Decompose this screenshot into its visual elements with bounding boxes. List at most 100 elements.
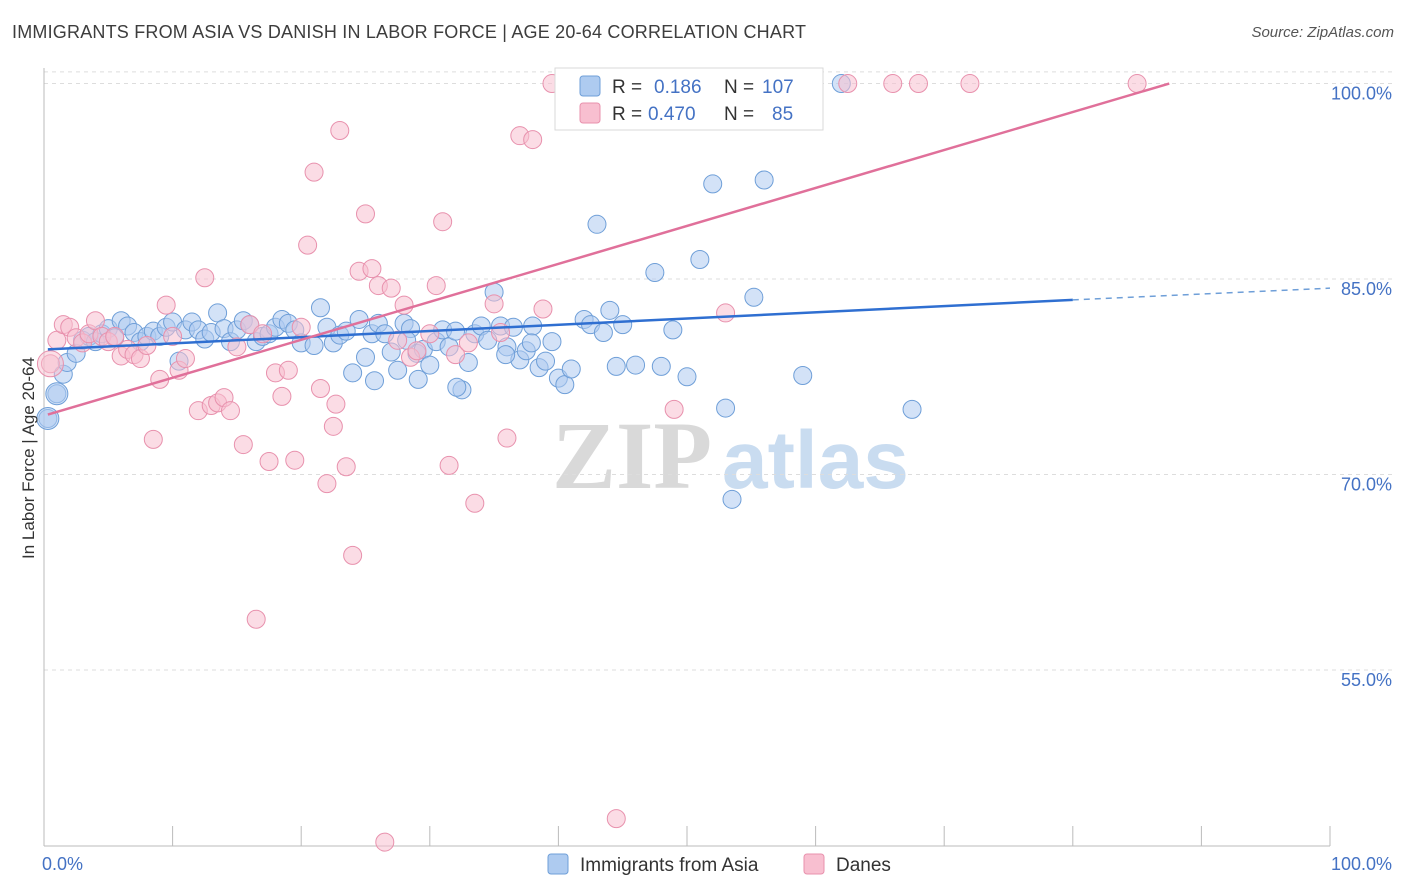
asia-point-large: [45, 382, 69, 406]
danes-point: [838, 74, 858, 94]
danes-point: [439, 455, 459, 475]
asia-point: [645, 263, 665, 283]
danes-point: [259, 452, 279, 472]
chart-title: IMMIGRANTS FROM ASIA VS DANISH IN LABOR …: [12, 22, 807, 42]
y-tick-label: 100.0%: [1331, 84, 1392, 104]
danes-point: [323, 416, 343, 436]
danes-point: [291, 317, 311, 337]
asia-point: [587, 214, 607, 234]
asia-trend-extension: [1072, 287, 1331, 301]
asia-point: [651, 356, 671, 376]
asia-point: [496, 345, 516, 365]
y-tick-label: 85.0%: [1341, 279, 1392, 299]
danes-point: [458, 333, 478, 353]
legend-r-value-danes: 0.470: [648, 104, 696, 125]
asia-point: [561, 359, 581, 379]
legend-swatch-danes: [579, 102, 601, 124]
asia-point-large: [36, 407, 60, 431]
asia-point: [613, 315, 633, 335]
gridlines: [44, 71, 1392, 671]
asia-point: [420, 355, 440, 375]
danes-point: [446, 345, 466, 365]
y-axis-label: In Labor Force | Age 20-64: [19, 357, 38, 559]
asia-trend-line: [47, 298, 1073, 351]
danes-point: [175, 349, 195, 369]
legend-n-value-asia: 107: [762, 77, 794, 98]
asia-point: [600, 300, 620, 320]
asia-point: [343, 363, 363, 383]
asia-point: [447, 377, 467, 397]
danes-point: [285, 450, 305, 470]
watermark-zip: ZIP: [552, 402, 712, 509]
danes-point: [433, 212, 453, 232]
danes-point: [220, 401, 240, 421]
danes-point: [343, 545, 363, 565]
asia-point: [365, 371, 385, 391]
danes-point: [523, 130, 543, 150]
asia-point: [536, 351, 556, 371]
danes-point: [381, 278, 401, 298]
danes-point: [606, 809, 626, 829]
danes-point: [143, 429, 163, 449]
danes-point-large: [36, 350, 64, 378]
danes-point: [310, 379, 330, 399]
bottom-legend-swatch-danes: [803, 853, 825, 875]
legend-r-label-asia: R =: [612, 77, 642, 98]
axes: 55.0% 70.0% 85.0% 100.0% 0.0% 100.0%: [42, 68, 1392, 874]
asia-point: [793, 365, 813, 385]
bottom-legend-swatch-asia: [547, 853, 569, 875]
danes-point: [908, 74, 928, 94]
asia-point: [722, 489, 742, 509]
danes-point: [246, 609, 266, 629]
x-tick-label-max: 100.0%: [1331, 854, 1392, 874]
danes-point: [356, 204, 375, 224]
asia-point: [716, 398, 736, 418]
danes-point: [960, 74, 980, 94]
y-tick-label: 55.0%: [1341, 670, 1392, 690]
series-legend: Immigrants from Asia Danes: [547, 853, 891, 876]
danes-point: [304, 162, 324, 182]
danes-point: [883, 74, 903, 94]
trend-lines: [47, 82, 1331, 416]
asia-point: [521, 333, 541, 353]
source-credit: Source: ZipAtlas.com: [1251, 24, 1394, 41]
danes-trend-line: [47, 82, 1170, 416]
asia-point: [310, 298, 330, 318]
legend-n-value-danes: 85: [772, 104, 793, 125]
danes-point: [330, 120, 350, 140]
asia-point: [593, 322, 613, 342]
danes-point: [195, 268, 215, 288]
asia-point: [356, 347, 375, 367]
asia-point: [542, 332, 562, 352]
asia-point: [902, 399, 922, 419]
asia-point: [703, 174, 723, 194]
asia-point: [754, 170, 774, 190]
danes-point: [1127, 74, 1147, 94]
danes-point: [362, 259, 382, 279]
asia-point: [606, 356, 626, 376]
danes-point: [420, 324, 440, 344]
danes-point: [317, 474, 337, 494]
asia-point: [388, 360, 408, 380]
danes-point: [240, 315, 260, 335]
watermark-atlas: atlas: [722, 415, 909, 506]
bottom-legend-label-asia: Immigrants from Asia: [580, 855, 759, 876]
legend-r-label-danes: R =: [612, 104, 642, 125]
asia-point: [744, 287, 764, 307]
bottom-legend-label-danes: Danes: [836, 855, 891, 876]
danes-point: [716, 303, 736, 323]
legend-n-label-danes: N =: [724, 104, 754, 125]
danes-point: [664, 399, 684, 419]
legend-n-label-asia: N =: [724, 77, 754, 98]
asia-point: [663, 320, 683, 340]
asia-point: [690, 250, 710, 269]
danes-point: [298, 235, 318, 255]
danes-point: [426, 276, 446, 296]
asia-point: [626, 355, 646, 375]
danes-point: [233, 435, 253, 455]
danes-point: [484, 294, 504, 314]
danes-point: [156, 295, 176, 315]
danes-point: [272, 386, 292, 406]
danes-point: [336, 457, 356, 477]
